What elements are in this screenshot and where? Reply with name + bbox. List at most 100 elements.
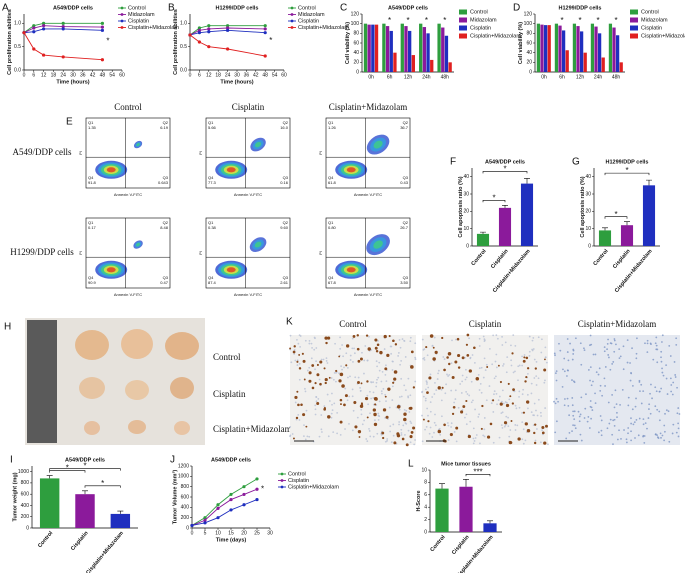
nucleus [656,436,659,439]
stained-nucleus [366,380,369,383]
nucleus [384,373,387,376]
stained-nucleus [393,441,397,445]
nucleus [618,357,621,360]
quadrant-name: Q1 [208,220,214,225]
nucleus [477,415,480,418]
nucleus [592,353,595,356]
x-tick-label: 0 [23,72,26,78]
nucleus [343,366,345,369]
nucleus [651,397,653,400]
nucleus [577,410,580,413]
x-tick-label: 36 [244,72,250,78]
nucleus [404,356,407,358]
nucleus [672,423,675,426]
nucleus [649,412,652,415]
nucleus [599,415,602,417]
data-point [203,518,207,522]
stained-nucleus [324,336,328,340]
nucleus [421,414,423,417]
nucleus [400,395,403,398]
nucleus [333,402,336,405]
x-tick-label: 24 [60,72,66,78]
x-tick-label: 30 [70,72,76,78]
nucleus [330,412,333,415]
y-tick-label: 10 [421,467,427,473]
y-tick-label: 40 [585,174,591,180]
nucleus [676,386,678,389]
quadrant-name: Q3 [163,275,169,280]
nucleus [611,394,614,396]
data-point [197,28,201,32]
nucleus [398,396,401,398]
y-axis-label: Cell proliferation abilities [173,9,179,75]
nucleus [607,401,610,404]
nucleus [535,360,538,363]
nucleus [443,358,446,360]
nucleus [376,432,379,435]
nucleus [598,367,601,370]
stained-nucleus [401,437,405,441]
nucleus [586,420,589,423]
stained-nucleus [376,343,380,347]
nucleus [613,339,616,342]
stained-nucleus [366,416,369,419]
nucleus [482,434,485,437]
density-cloud [136,143,140,147]
stained-nucleus [388,335,391,338]
tumor [84,421,100,435]
nucleus [339,433,342,436]
nucleus [639,390,641,393]
stained-nucleus [511,352,514,355]
nucleus [404,389,407,391]
data-point [190,523,194,528]
nucleus [518,406,521,409]
bar [374,24,379,73]
nucleus [530,392,533,395]
nucleus [664,412,666,415]
stained-nucleus [457,353,461,358]
stained-nucleus [525,356,529,360]
nucleus [377,418,380,421]
nucleus [398,421,401,423]
nucleus [386,438,389,440]
data-point [61,25,65,29]
nucleus [664,430,666,433]
nucleus [583,349,586,352]
nucleus [384,440,387,443]
nucleus [521,438,524,441]
photo-label: Cisplatin [213,389,246,399]
nucleus [310,357,313,360]
nucleus [414,342,417,345]
nucleus [349,375,351,378]
quadrant-value: 67.8 [328,280,337,285]
error-bar [646,179,652,186]
nucleus [386,439,388,442]
nucleus [497,399,500,402]
nucleus [296,359,299,362]
nucleus [533,402,536,405]
nucleus [643,435,646,437]
column-label: Control [114,102,142,112]
nucleus [613,338,616,340]
quadrant-value: 91.8 [88,180,97,185]
legend-swatch [459,9,467,15]
nucleus [621,388,624,391]
nucleus [492,411,495,413]
data-point [203,521,207,525]
nucleus [356,416,359,419]
nucleus [326,393,329,396]
y-tick-label: 0.5 [14,44,21,50]
nucleus [331,403,333,406]
nucleus [635,418,638,421]
stained-nucleus [324,381,327,385]
bar [363,23,368,73]
nucleus [369,412,371,415]
nucleus [373,419,376,422]
ruler [27,320,57,443]
legend-swatch [630,9,638,15]
stained-nucleus [357,381,360,384]
series-line [189,34,266,57]
data-point [197,40,201,44]
nucleus [494,360,497,363]
nucleus [561,386,564,388]
